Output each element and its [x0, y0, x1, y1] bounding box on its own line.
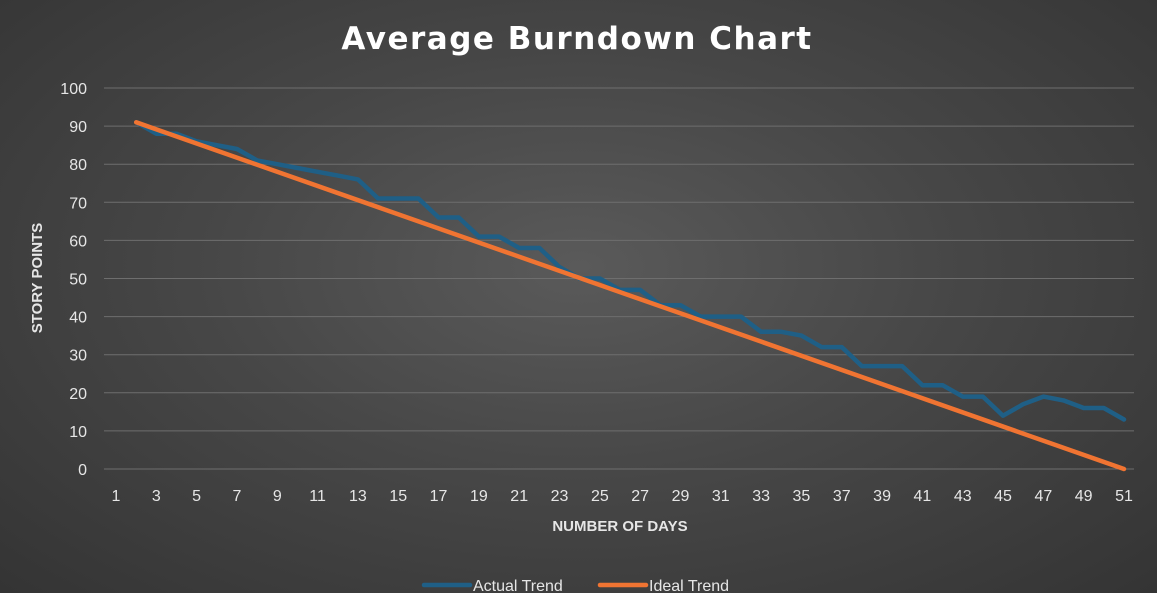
- gridlines: [104, 87, 1134, 470]
- x-tick-label: 9: [273, 488, 282, 505]
- y-tick-label: 70: [69, 195, 87, 212]
- x-tick-label: 15: [389, 488, 407, 505]
- x-tick-label: 3: [152, 488, 161, 505]
- y-tick-label: 40: [69, 310, 87, 327]
- x-tick-label: 31: [712, 488, 730, 505]
- series-line-ideal-trend: [133, 120, 1127, 472]
- y-tick-label: 0: [78, 462, 87, 479]
- x-tick-label: 25: [591, 488, 609, 505]
- x-tick-label: 21: [510, 488, 528, 505]
- x-tick-label: 29: [672, 488, 690, 505]
- x-tick-label: 19: [470, 488, 488, 505]
- y-axis-label: STORY POINTS: [29, 223, 46, 334]
- series-lines: [133, 120, 1127, 472]
- legend-label-ideal-trend: Ideal Trend: [649, 578, 729, 593]
- x-tick-label: 37: [833, 488, 851, 505]
- x-tick-label: 13: [349, 488, 367, 505]
- y-tick-label: 50: [69, 272, 87, 289]
- x-tick-label: 45: [994, 488, 1012, 505]
- y-tick-label: 100: [60, 81, 87, 98]
- x-tick-label: 35: [793, 488, 811, 505]
- x-tick-label: 49: [1075, 488, 1093, 505]
- y-tick-label: 60: [69, 233, 87, 250]
- x-tick-label: 47: [1034, 488, 1052, 505]
- y-tick-label: 90: [69, 119, 87, 136]
- x-tick-label: 7: [233, 488, 242, 505]
- x-tick-label: 51: [1115, 488, 1133, 505]
- series-line-actual-trend: [133, 120, 1127, 422]
- x-tick-label: 23: [551, 488, 569, 505]
- x-tick-label: 33: [752, 488, 770, 505]
- legend: Actual Trend Ideal Trend: [421, 578, 729, 593]
- chart-title: Average Burndown Chart: [341, 21, 812, 57]
- y-tick-label: 80: [69, 157, 87, 174]
- y-axis-ticks: 0 10 20 30 40 50 60 70 80 90 100: [60, 81, 87, 479]
- legend-label-actual-trend: Actual Trend: [473, 578, 563, 593]
- y-tick-label: 10: [69, 424, 87, 441]
- x-axis-ticks: 1 3 5 7 9 11 13 15 17 19 21 23 25 27 29 31 33 35 37 39 41 43 4…: [112, 488, 1133, 505]
- y-tick-label: 30: [69, 348, 87, 365]
- x-tick-label: 11: [309, 488, 326, 505]
- y-tick-label: 20: [69, 386, 87, 403]
- x-tick-label: 17: [430, 488, 448, 505]
- x-tick-label: 41: [914, 488, 932, 505]
- x-tick-label: 43: [954, 488, 972, 505]
- x-tick-label: 39: [873, 488, 891, 505]
- x-tick-label: 1: [112, 488, 121, 505]
- x-tick-label: 5: [192, 488, 201, 505]
- x-tick-label: 27: [631, 488, 649, 505]
- x-axis-label: NUMBER OF DAYS: [552, 518, 687, 535]
